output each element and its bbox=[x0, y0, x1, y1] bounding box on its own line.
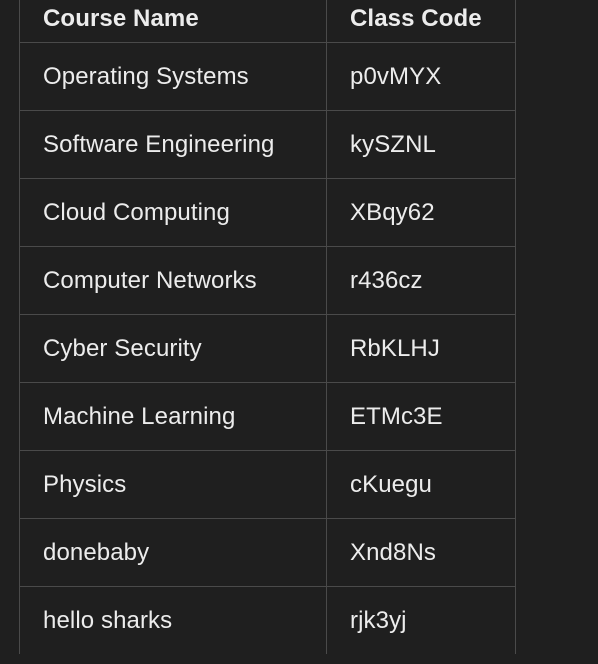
class-code-cell: kySZNL bbox=[326, 110, 516, 179]
table-row: Machine Learning ETMc3E bbox=[19, 382, 516, 451]
table-row: Software Engineering kySZNL bbox=[19, 110, 516, 179]
column-header-course-name: Course Name bbox=[19, 0, 327, 43]
table-row: Cyber Security RbKLHJ bbox=[19, 314, 516, 383]
class-code-cell: ETMc3E bbox=[326, 382, 516, 451]
course-name-cell: Computer Networks bbox=[19, 246, 327, 315]
table-row: hello sharks rjk3yj bbox=[19, 586, 516, 654]
class-code-cell: Xnd8Ns bbox=[326, 518, 516, 587]
class-code-cell: RbKLHJ bbox=[326, 314, 516, 383]
course-name-cell: donebaby bbox=[19, 518, 327, 587]
table-row: donebaby Xnd8Ns bbox=[19, 518, 516, 587]
table-row: Computer Networks r436cz bbox=[19, 246, 516, 315]
class-code-cell: p0vMYX bbox=[326, 42, 516, 111]
courses-table-container: Course Name Class Code Operating Systems… bbox=[19, 0, 516, 654]
class-code-cell: XBqy62 bbox=[326, 178, 516, 247]
courses-table: Course Name Class Code Operating Systems… bbox=[19, 0, 516, 654]
course-name-cell: Cloud Computing bbox=[19, 178, 327, 247]
course-name-cell: hello sharks bbox=[19, 586, 327, 654]
table-row: Physics cKuegu bbox=[19, 450, 516, 519]
course-name-cell: Physics bbox=[19, 450, 327, 519]
class-code-cell: r436cz bbox=[326, 246, 516, 315]
course-name-cell: Machine Learning bbox=[19, 382, 327, 451]
column-header-class-code: Class Code bbox=[326, 0, 516, 43]
class-code-cell: rjk3yj bbox=[326, 586, 516, 654]
course-name-cell: Cyber Security bbox=[19, 314, 327, 383]
table-row: Cloud Computing XBqy62 bbox=[19, 178, 516, 247]
course-name-cell: Software Engineering bbox=[19, 110, 327, 179]
table-row: Operating Systems p0vMYX bbox=[19, 42, 516, 111]
table-header-row: Course Name Class Code bbox=[19, 0, 516, 43]
course-name-cell: Operating Systems bbox=[19, 42, 327, 111]
class-code-cell: cKuegu bbox=[326, 450, 516, 519]
